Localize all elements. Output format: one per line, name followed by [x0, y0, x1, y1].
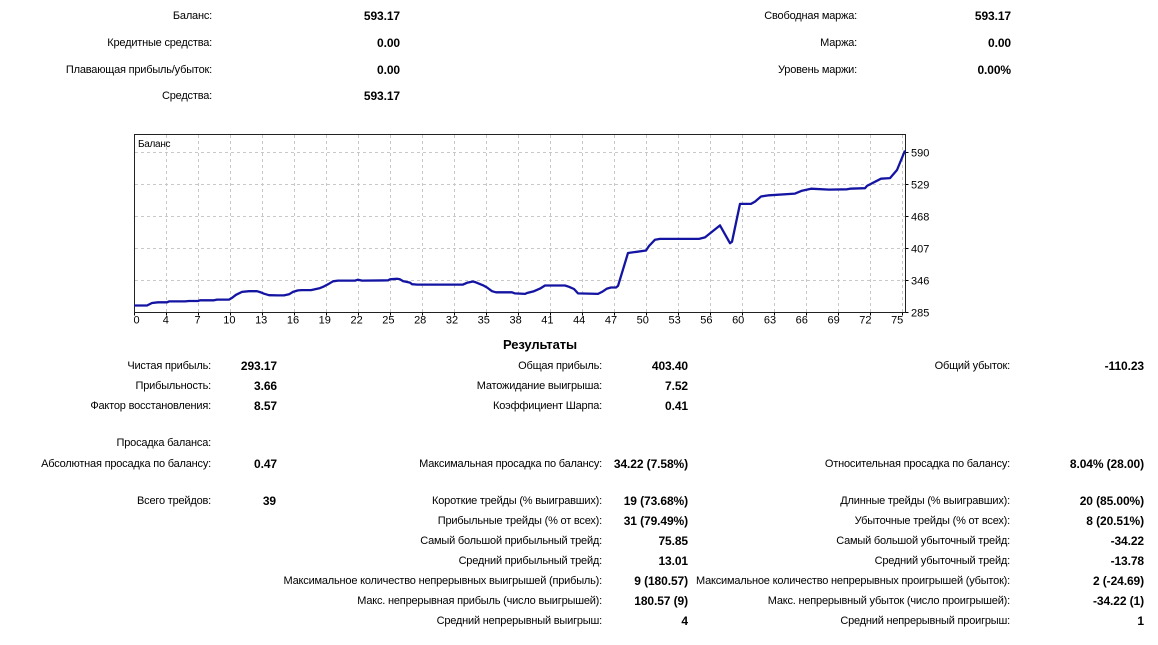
svg-text:38: 38	[509, 315, 521, 327]
svg-text:75: 75	[891, 315, 903, 327]
svg-text:19: 19	[319, 315, 331, 327]
svg-text:0: 0	[133, 315, 139, 327]
svg-text:22: 22	[350, 315, 362, 327]
svg-text:66: 66	[796, 315, 808, 327]
svg-text:529: 529	[911, 180, 929, 192]
svg-text:7: 7	[195, 315, 201, 327]
svg-text:32: 32	[446, 315, 458, 327]
svg-text:25: 25	[382, 315, 394, 327]
svg-text:16: 16	[287, 315, 299, 327]
svg-text:72: 72	[859, 315, 871, 327]
svg-text:Баланс: Баланс	[138, 139, 171, 150]
svg-text:4: 4	[163, 315, 169, 327]
svg-text:47: 47	[605, 315, 617, 327]
svg-text:10: 10	[223, 315, 235, 327]
svg-text:56: 56	[700, 315, 712, 327]
svg-text:60: 60	[732, 315, 744, 327]
svg-text:44: 44	[573, 315, 585, 327]
svg-text:35: 35	[478, 315, 490, 327]
svg-text:53: 53	[668, 315, 680, 327]
svg-text:63: 63	[764, 315, 776, 327]
svg-text:69: 69	[827, 315, 839, 327]
svg-text:468: 468	[911, 212, 929, 224]
svg-text:285: 285	[911, 308, 929, 320]
svg-text:41: 41	[541, 315, 553, 327]
svg-text:590: 590	[911, 148, 929, 160]
svg-text:50: 50	[637, 315, 649, 327]
svg-text:346: 346	[911, 276, 929, 288]
svg-text:13: 13	[255, 315, 267, 327]
svg-text:28: 28	[414, 315, 426, 327]
svg-text:407: 407	[911, 244, 929, 256]
